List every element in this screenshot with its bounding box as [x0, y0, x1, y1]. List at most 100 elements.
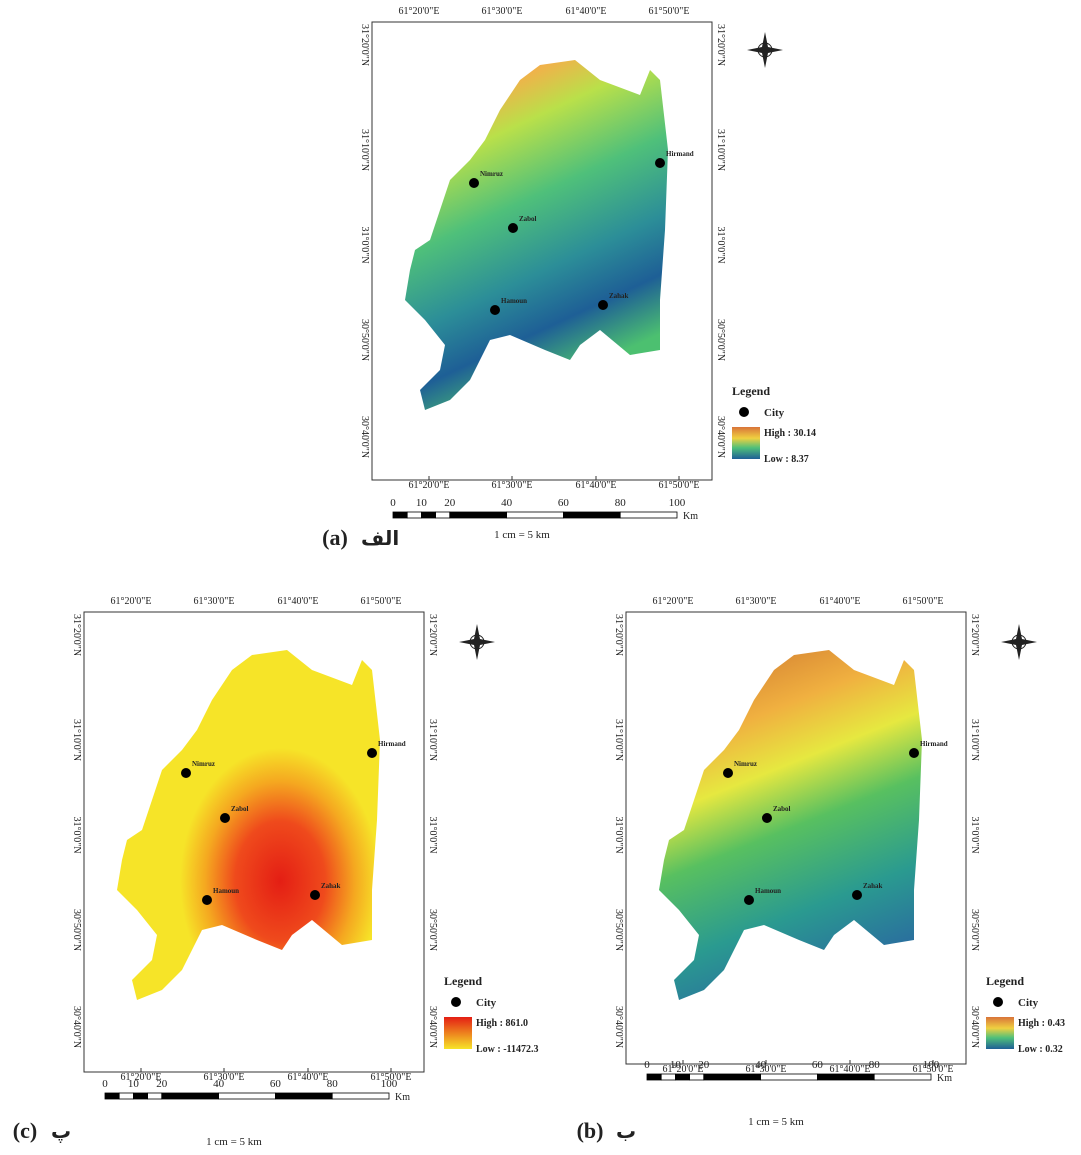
scale-label: 60 — [558, 497, 570, 509]
scale-segment — [332, 1093, 389, 1099]
latitude-label: 30°50'0"N — [969, 909, 980, 951]
latitude-label: 30°40'0"N — [71, 1006, 82, 1048]
latitude-label: 31°20'0"N — [359, 24, 370, 66]
scale-segment — [620, 512, 677, 518]
legend-city-marker — [739, 407, 749, 417]
scale-unit: Km — [395, 1092, 410, 1103]
longitude-label: 61°30'0"E — [736, 596, 777, 607]
scale-label: 100 — [381, 1078, 398, 1090]
scale-segment — [407, 512, 421, 518]
scale-segment — [105, 1093, 119, 1099]
scale-label: 20 — [156, 1078, 168, 1090]
longitude-label: 61°30'0"E — [492, 480, 533, 491]
latitude-label: 31°20'0"N — [427, 614, 438, 656]
city-label: Zahak — [863, 882, 883, 890]
scale-label: 40 — [755, 1059, 767, 1071]
city-label: Zabol — [773, 805, 791, 813]
city-label: Zahak — [609, 292, 629, 300]
longitude-label: 61°30'0"E — [482, 6, 523, 17]
latitude-label: 31°10'0"N — [359, 129, 370, 171]
city-label: Nimruz — [480, 170, 503, 178]
city-marker — [723, 768, 733, 778]
latitude-label: 31°20'0"N — [969, 614, 980, 656]
figure: 61°20'0"E 61°20'0"E 61°30'0"E 61°30'0"E 61°4… — [0, 0, 1081, 1155]
legend-low: Low : 8.37 — [764, 454, 809, 465]
map-panel: 61°20'0"E61°20'0"E61°30'0"E61°30'0"E61°4… — [577, 596, 1065, 1143]
panel-caption-persian: ب — [616, 1119, 636, 1143]
scale-label: 80 — [327, 1078, 339, 1090]
north-arrow — [1001, 624, 1037, 660]
latitude-label: 30°50'0"N — [715, 319, 726, 361]
scale-label: 80 — [869, 1059, 881, 1071]
scale-note: 1 cm = 5 km — [494, 529, 550, 541]
city-marker — [220, 813, 230, 823]
longitude-label: 61°40'0"E — [278, 596, 319, 607]
latitude-label: 30°40'0"N — [613, 1006, 624, 1048]
scale-segment — [563, 512, 620, 518]
scale-segment — [817, 1074, 874, 1080]
latitude-label: 30°50'0"N — [427, 909, 438, 951]
legend-city: City — [764, 407, 785, 419]
latitude-label: 31°0'0"N — [613, 816, 624, 853]
city-marker — [490, 305, 500, 315]
scale-label: 40 — [501, 497, 512, 509]
city-marker — [202, 895, 212, 905]
city-marker — [367, 748, 377, 758]
latitude-label: 31°10'0"N — [427, 719, 438, 761]
legend-high: High : 0.43 — [1018, 1018, 1065, 1029]
north-arrow-star — [747, 32, 783, 68]
longitude-label: 61°50'0"E — [361, 596, 402, 607]
scale-segment — [874, 1074, 931, 1080]
longitude-label: 61°40'0"E — [576, 480, 617, 491]
latitude-label: 31°10'0"N — [71, 719, 82, 761]
scale-segment — [704, 1074, 761, 1080]
legend-city: City — [1018, 997, 1039, 1009]
legend-title: Legend — [986, 974, 1024, 988]
panel-caption-persian: الف — [361, 526, 399, 550]
scale-label: 80 — [615, 497, 627, 509]
latitude-label: 31°10'0"N — [715, 129, 726, 171]
latitude-label: 31°20'0"N — [613, 614, 624, 656]
city-label: Nimruz — [192, 760, 215, 768]
scale-segment — [393, 512, 407, 518]
legend-city-marker — [451, 997, 461, 1007]
scale-label: 100 — [669, 497, 686, 509]
study-area — [659, 650, 922, 1000]
scale-label: 20 — [698, 1059, 710, 1071]
scale-label: 20 — [444, 497, 456, 509]
legend-ramp — [732, 427, 760, 459]
city-label: Hirmand — [378, 740, 406, 748]
legend-title: Legend — [732, 384, 770, 398]
longitude-label: 61°50'0"E — [649, 6, 690, 17]
panel-caption: (c) — [13, 1118, 37, 1143]
latitude-label: 31°0'0"N — [969, 816, 980, 853]
scale-label: 60 — [270, 1078, 282, 1090]
study-area — [117, 650, 380, 1000]
scale-label: 60 — [812, 1059, 824, 1071]
city-marker — [762, 813, 772, 823]
latitude-label: 31°0'0"N — [715, 226, 726, 263]
latitude-label: 31°0'0"N — [359, 226, 370, 263]
longitude-label: 61°20'0"E — [409, 480, 450, 491]
city-marker — [852, 890, 862, 900]
north-arrow — [747, 32, 783, 68]
city-label: Hirmand — [920, 740, 948, 748]
latitude-label: 31°0'0"N — [71, 816, 82, 853]
latitude-label: 30°40'0"N — [427, 1006, 438, 1048]
longitude-label: 61°20'0"E — [399, 6, 440, 17]
map-panel: 61°20'0"E61°20'0"E61°30'0"E61°30'0"E61°4… — [13, 596, 539, 1148]
longitude-label: 61°50'0"E — [903, 596, 944, 607]
north-arrow — [459, 624, 495, 660]
scale-segment — [450, 512, 507, 518]
study-area — [405, 60, 668, 410]
legend-low: Low : 0.32 — [1018, 1044, 1063, 1055]
scale-segment — [436, 512, 450, 518]
scale-segment — [647, 1074, 661, 1080]
latitude-label: 31°10'0"N — [969, 719, 980, 761]
north-arrow-star — [1001, 624, 1037, 660]
city-label: Zahak — [321, 882, 341, 890]
city-label: Nimruz — [734, 760, 757, 768]
scale-segment — [162, 1093, 219, 1099]
legend-ramp — [986, 1017, 1014, 1049]
legend-high: High : 30.14 — [764, 428, 816, 439]
